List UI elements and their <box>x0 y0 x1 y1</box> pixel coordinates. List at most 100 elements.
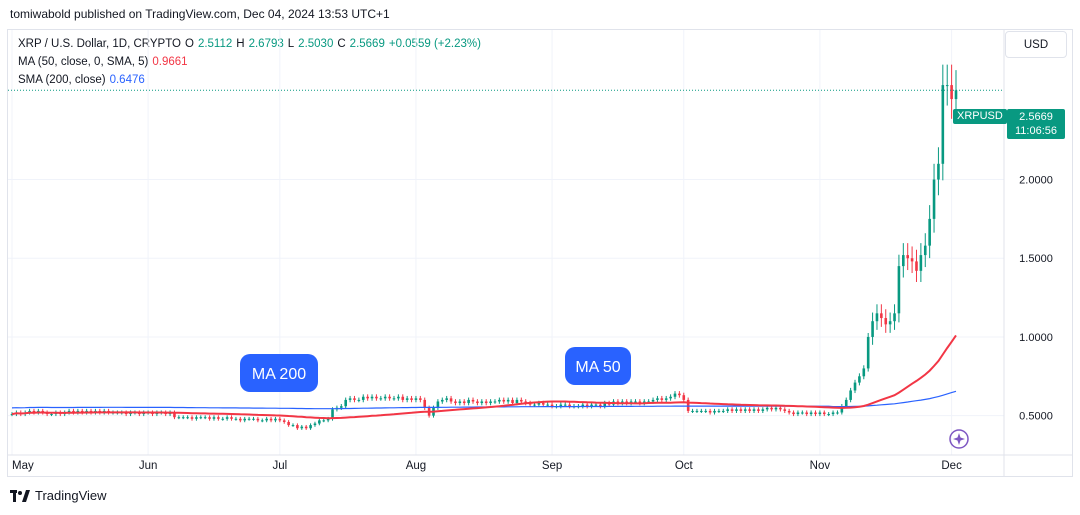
candle-body <box>247 418 251 420</box>
candle-body <box>717 410 721 412</box>
candle-body <box>651 399 655 402</box>
candle-body <box>647 401 650 403</box>
candle-body <box>260 420 264 422</box>
candle-body <box>893 313 896 322</box>
candle-body <box>498 399 501 402</box>
candle-body <box>726 409 729 411</box>
annotation-ma200-text: MA 200 <box>252 366 306 383</box>
candle-body <box>590 404 593 407</box>
y-tick-label: 1.5000 <box>1019 253 1053 265</box>
tradingview-logo-icon <box>10 489 30 502</box>
candle-body <box>757 409 760 411</box>
candle-body <box>318 420 321 424</box>
symbol-name[interactable]: XRP / U.S. Dollar, 1D, CRYPTO <box>18 38 181 50</box>
candle-body <box>673 393 677 397</box>
candle-body <box>840 406 844 413</box>
candle-body <box>524 401 528 404</box>
candle-body <box>493 401 497 403</box>
sparkle-icon[interactable] <box>949 429 969 449</box>
legend-ma50-row[interactable]: MA (50, close, 0, SMA, 5) 0.9661 <box>18 53 481 71</box>
candle-body <box>436 401 440 408</box>
candle-body <box>761 409 765 411</box>
candle-body <box>568 404 571 407</box>
candle-body <box>252 418 255 420</box>
candle-body <box>502 399 506 402</box>
sparkle-star-icon <box>953 433 965 445</box>
candle-body <box>866 336 870 369</box>
candle-body <box>467 399 470 404</box>
candle-body <box>730 409 734 411</box>
sma200-value: 0.6476 <box>109 74 145 86</box>
candle-body <box>173 412 176 418</box>
candle-body <box>827 414 830 416</box>
candle-body <box>445 398 448 400</box>
brand-name: TradingView <box>35 488 107 503</box>
candle-body <box>700 410 703 412</box>
x-tick-label: Oct <box>675 460 694 472</box>
candle-body <box>10 414 14 416</box>
candle-body <box>462 401 466 404</box>
candle-body <box>225 417 229 419</box>
open-label: O <box>184 38 194 50</box>
candle-body <box>748 409 751 411</box>
candle-body <box>585 404 589 407</box>
candle-body <box>779 407 782 410</box>
candle-body <box>765 407 769 410</box>
candle-body <box>454 401 457 404</box>
candle-body <box>906 255 910 259</box>
ma50-value: 0.9661 <box>152 56 188 68</box>
annotation-ma50[interactable]: MA 50 <box>565 347 631 385</box>
candle-body <box>743 409 747 411</box>
x-tick-label: Dec <box>941 460 962 472</box>
legend-sma200-row[interactable]: SMA (200, close) 0.6476 <box>18 71 481 89</box>
candle-body <box>520 399 523 402</box>
candle-body <box>686 399 690 411</box>
candle-body <box>858 376 861 383</box>
x-tick-label: Sep <box>542 460 562 472</box>
candle-body <box>853 382 857 391</box>
candle-body <box>660 398 664 400</box>
candle-body <box>484 401 488 404</box>
candle-body <box>370 396 374 399</box>
candle-body <box>950 85 953 100</box>
candle-body <box>331 409 334 419</box>
candle-body <box>243 418 247 421</box>
candle-body <box>274 418 277 421</box>
candle-body <box>721 410 725 412</box>
high-label: H <box>236 38 245 50</box>
candle-body <box>28 410 31 413</box>
y-tick-label: 2.0000 <box>1019 175 1053 187</box>
candle-body <box>656 398 659 400</box>
close-label: C <box>337 38 346 50</box>
x-tick-label: Jul <box>272 460 287 472</box>
tradingview-brand[interactable]: TradingView <box>10 488 107 503</box>
x-tick-label: May <box>12 460 34 472</box>
candle-body <box>489 401 492 404</box>
annotation-ma200[interactable]: MA 200 <box>240 354 318 392</box>
candle-body <box>669 396 672 399</box>
candle-body <box>796 412 800 415</box>
x-tick-label: Nov <box>810 460 831 472</box>
candle-body <box>559 404 563 407</box>
candle-body <box>735 409 738 411</box>
sma200-label[interactable]: SMA (200, close) <box>18 74 106 86</box>
candle-body <box>594 404 598 406</box>
candle-body <box>414 398 418 400</box>
candle-body <box>695 410 699 412</box>
candle-body <box>603 403 607 407</box>
candle-body <box>625 401 628 404</box>
candle-body <box>458 401 462 404</box>
candle-body <box>932 179 936 219</box>
candle-body <box>638 401 642 404</box>
candle-body <box>291 425 295 427</box>
x-tick-label: Jun <box>139 460 158 472</box>
candle-body <box>322 420 326 422</box>
candle-body <box>221 418 225 420</box>
ma50-label[interactable]: MA (50, close, 0, SMA, 5) <box>18 56 149 68</box>
candle-body <box>304 426 308 429</box>
candle-body <box>199 417 203 419</box>
candle-body <box>353 398 356 400</box>
currency-unit-button[interactable]: USD <box>1005 31 1067 58</box>
